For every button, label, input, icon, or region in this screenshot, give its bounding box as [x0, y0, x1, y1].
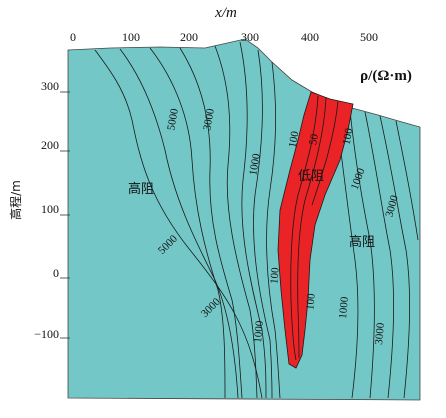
low-resistivity-label: 低阻	[298, 169, 324, 184]
x-tick: 0	[70, 30, 76, 44]
y-tick: 200	[41, 138, 59, 152]
x-axis: x/m 0 100 200 300 400 500	[70, 5, 378, 44]
section-background	[67, 38, 421, 401]
contour-lines	[94, 41, 419, 399]
x-axis-title: x/m	[214, 5, 237, 21]
high-resistivity-label-right: 高阻	[349, 234, 375, 250]
contour-label: 3000	[373, 322, 387, 345]
contour-label: 5000	[165, 107, 181, 131]
high-resistivity-label-left: 高阻	[128, 181, 154, 197]
y-tick: 300	[41, 79, 59, 93]
x-tick: 400	[301, 30, 319, 44]
x-tick: 300	[241, 30, 259, 44]
resistivity-unit: ρ/(Ω·m)	[360, 68, 412, 84]
contour-label: 3000	[383, 194, 400, 219]
contour-label: 50	[307, 133, 321, 146]
y-tick: 0	[53, 266, 59, 280]
contour-label: 1000	[337, 296, 351, 319]
contour-label: 3000	[201, 107, 217, 131]
x-tick: 200	[180, 30, 198, 44]
contour-label: 100	[304, 292, 317, 310]
contour-label: 100	[341, 127, 356, 146]
y-tick: 100	[41, 202, 59, 216]
contour-value-labels: 5000 3000 1000 100 50 100 1000 3000 5000…	[156, 107, 401, 345]
y-axis-title: 高程/m	[8, 180, 23, 220]
y-axis: 高程/m 300 200 100 0 −100	[8, 79, 70, 341]
contour-label: 1000	[252, 320, 266, 343]
contour-label: 100	[287, 130, 302, 149]
y-tick: −100	[34, 327, 59, 341]
contour-label: 1000	[247, 152, 263, 176]
low-resistivity-body	[277, 91, 354, 369]
low-resistivity-contours	[290, 95, 339, 361]
x-tick: 100	[122, 30, 140, 44]
contour-label: 100	[268, 266, 281, 284]
x-tick: 500	[360, 30, 378, 44]
